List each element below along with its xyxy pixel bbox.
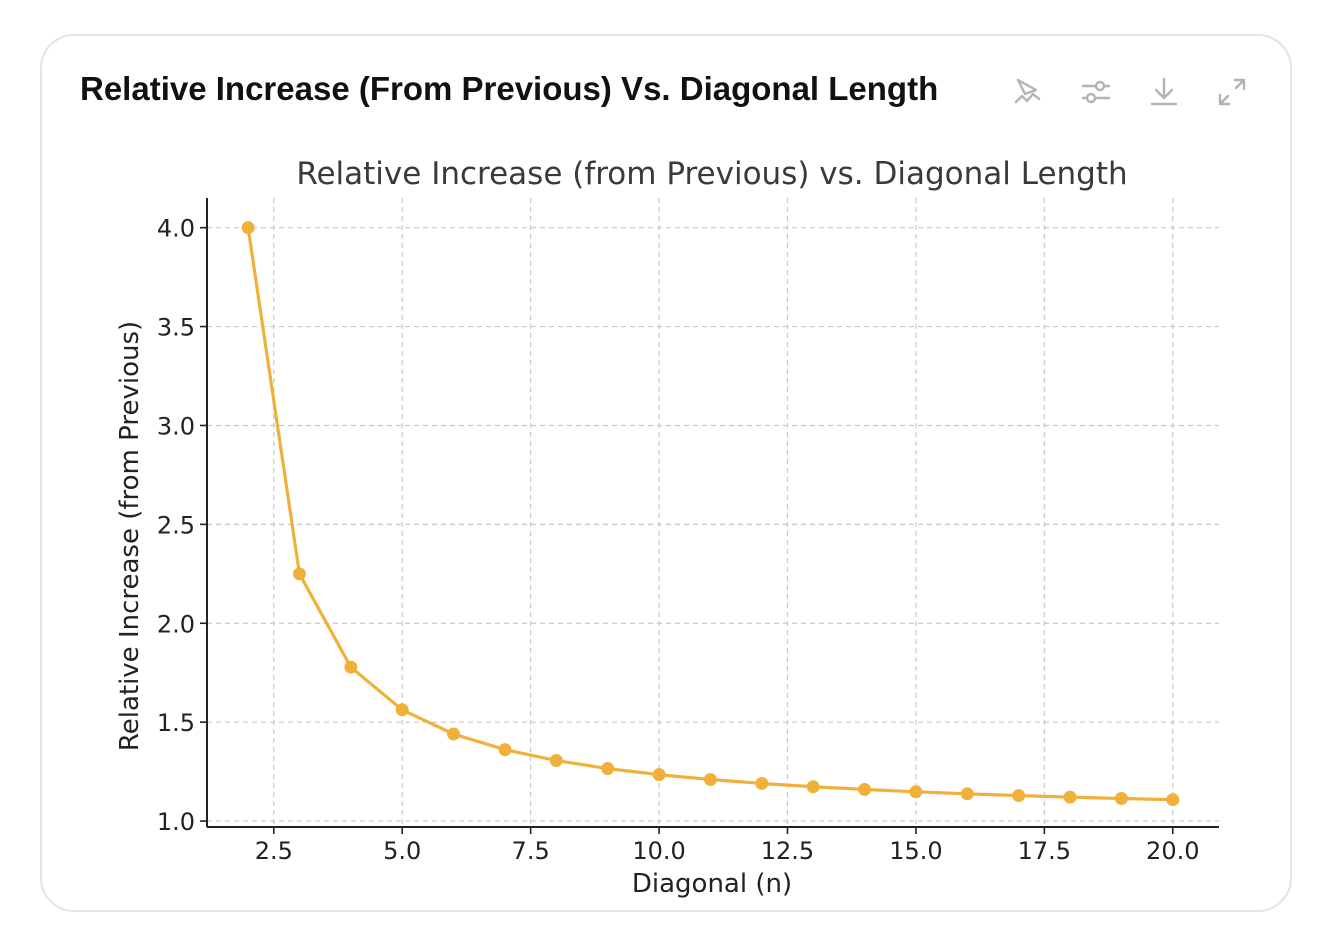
data-point	[806, 780, 820, 794]
x-tick-label: 20.0	[1146, 837, 1199, 865]
y-tick-label: 3.0	[157, 412, 195, 440]
data-point	[447, 727, 461, 741]
data-point	[344, 660, 358, 674]
y-tick-label: 1.0	[157, 808, 195, 836]
data-point	[1114, 791, 1128, 805]
series-line	[246, 227, 1173, 802]
data-point	[549, 754, 563, 768]
y-tick-label: 1.5	[157, 709, 195, 737]
x-tick-label: 10.0	[632, 837, 685, 865]
x-axis-label: Diagonal (n)	[632, 869, 792, 899]
x-tick-label: 7.5	[512, 837, 550, 865]
data-point	[292, 567, 306, 581]
adjust-settings-icon	[1081, 80, 1111, 104]
y-tick-label: 3.5	[157, 314, 195, 342]
chart-series	[241, 221, 1180, 807]
line-chart: Relative Increase (from Previous) vs. Di…	[115, 156, 1219, 899]
interactive-chart-icon	[1014, 78, 1041, 104]
data-point	[652, 768, 666, 782]
data-point	[755, 776, 769, 790]
data-point	[960, 787, 974, 801]
data-point	[498, 743, 512, 757]
data-point	[1166, 793, 1180, 807]
data-point	[858, 782, 872, 796]
x-tick-label: 5.0	[383, 837, 421, 865]
y-tick-label: 2.5	[157, 511, 195, 539]
chart-card: Relative Increase (From Previous) Vs. Di…	[40, 34, 1292, 912]
data-point	[241, 221, 255, 235]
x-tick-label: 17.5	[1018, 837, 1071, 865]
chart-title: Relative Increase (from Previous) vs. Di…	[296, 156, 1127, 192]
data-point	[1063, 790, 1077, 804]
data-point	[1012, 789, 1026, 803]
expand-icon	[1218, 78, 1246, 106]
chart-grid	[207, 198, 1219, 827]
chart-toolbar	[1006, 70, 1254, 114]
x-tick-label: 15.0	[889, 837, 942, 865]
card-title: Relative Increase (From Previous) Vs. Di…	[80, 70, 939, 107]
data-point	[909, 785, 923, 799]
interactive-chart-button[interactable]	[1006, 70, 1050, 114]
expand-button[interactable]	[1210, 70, 1254, 114]
y-tick-label: 2.0	[157, 610, 195, 638]
chart-axes	[206, 198, 1219, 828]
download-icon	[1150, 77, 1178, 106]
data-point	[395, 703, 409, 717]
chart-area: Relative Increase (from Previous) vs. Di…	[42, 36, 1294, 914]
adjust-settings-button[interactable]	[1074, 70, 1118, 114]
x-tick-label: 2.5	[255, 837, 293, 865]
y-axis-label: Relative Increase (from Previous)	[115, 321, 145, 751]
x-tick-label: 12.5	[761, 837, 814, 865]
y-tick-label: 4.0	[157, 215, 195, 243]
download-button[interactable]	[1142, 70, 1186, 114]
data-point	[703, 773, 717, 787]
chart-ticks: 2.5 5.0 7.5 10.0 12.5 15.0 17.5 20.0 1.0 1.5 2.0 2.…	[157, 215, 1200, 865]
data-point	[601, 762, 615, 776]
